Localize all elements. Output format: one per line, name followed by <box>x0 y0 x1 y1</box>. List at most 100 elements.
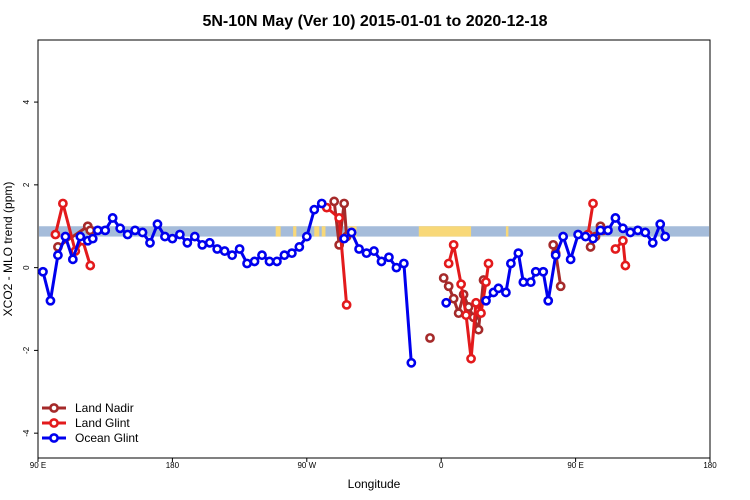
ocean-glint-point <box>640 227 651 238</box>
x-tick-label-5: 180 <box>703 461 717 470</box>
ocean-glint-point <box>361 248 372 259</box>
ocean-glint-point <box>286 248 297 259</box>
land-band-segment-6 <box>505 226 509 237</box>
ocean-glint-point <box>212 244 223 254</box>
legend-label-land-glint: Land Glint <box>75 416 130 430</box>
ocean-glint-point <box>257 250 267 261</box>
series-layer <box>38 196 671 368</box>
ocean-glint-point <box>655 219 666 230</box>
land-glint-line-3 <box>586 203 595 235</box>
ocean-glint-point <box>272 256 282 267</box>
land-glint-point <box>481 277 491 288</box>
ocean-glint-point <box>234 244 245 254</box>
ocean-glint-point <box>376 256 387 267</box>
y-tick-label-1: -2 <box>22 346 31 354</box>
ocean-glint-point <box>92 225 103 236</box>
land-nadir-point <box>555 281 566 292</box>
ocean-glint-point <box>346 227 357 238</box>
ocean-glint-point <box>242 258 252 269</box>
y-tick-label-4: 4 <box>22 99 31 104</box>
ocean-glint-point <box>384 252 394 263</box>
y-tick-label-0: -4 <box>22 429 31 437</box>
ocean-band <box>39 226 709 237</box>
legend-marker-land-glint <box>49 418 59 428</box>
land-band-segment-0 <box>275 226 281 237</box>
ocean-glint-point <box>279 250 290 261</box>
ocean-glint-point <box>122 229 133 240</box>
ocean-glint-point <box>339 233 350 244</box>
land-glint-point <box>617 235 628 246</box>
ocean-glint-point <box>227 250 238 261</box>
ocean-glint-point <box>60 231 71 242</box>
ocean-glint-point <box>67 254 78 265</box>
land-band-segment-2 <box>314 226 320 237</box>
land-nadir-point <box>425 333 435 343</box>
land-glint-point <box>448 239 459 250</box>
x-axis-label: Longitude <box>348 477 401 491</box>
ocean-glint-point <box>565 254 576 265</box>
x-tick-label-3: 0 <box>439 461 444 470</box>
ocean-glint-point <box>550 250 561 261</box>
y-tick-label-2: 0 <box>22 265 31 270</box>
land-glint-point <box>466 353 476 364</box>
y-tick-label-3: 2 <box>22 182 31 187</box>
land-band-segment-5 <box>418 226 472 237</box>
ocean-glint-point <box>75 231 86 242</box>
ocean-glint-point <box>309 204 320 215</box>
land-nadir-point <box>448 293 459 304</box>
x-tick-label-0: 90 E <box>30 461 46 470</box>
ocean-glint-point <box>174 229 185 240</box>
ocean-glint-point <box>558 231 569 242</box>
land-glint-point <box>588 198 598 209</box>
land-glint-point <box>341 299 352 310</box>
ocean-glint-point <box>316 198 327 209</box>
ocean-glint-point <box>501 287 511 298</box>
ocean-glint-point <box>115 223 126 234</box>
ocean-glint-point <box>152 219 163 230</box>
ocean-glint-point <box>264 256 275 267</box>
land-nadir-line-1 <box>332 201 349 247</box>
land-nadir-point <box>329 196 340 207</box>
ocean-glint-point <box>538 266 549 277</box>
ocean-glint-point <box>219 246 230 256</box>
land-glint-point <box>620 260 631 271</box>
land-band-segment-1 <box>293 226 297 237</box>
ocean-glint-point <box>588 233 598 244</box>
ocean-glint-point <box>137 227 148 238</box>
ocean-glint-point <box>145 237 155 248</box>
ocean-glint-point <box>45 295 56 306</box>
x-tick-label-2: 90 W <box>297 461 316 470</box>
ocean-glint-point <box>391 262 402 273</box>
ocean-glint-point <box>53 250 63 261</box>
ocean-glint-point <box>513 248 524 259</box>
ocean-glint-point <box>525 277 536 288</box>
ocean-glint-point <box>160 231 170 242</box>
land-glint-point <box>461 310 471 321</box>
ocean-glint-point <box>580 231 591 242</box>
ocean-glint-point <box>530 266 541 277</box>
x-tick-label-4: 90 E <box>567 461 583 470</box>
land-glint-point <box>456 279 467 290</box>
land-glint-point <box>50 229 61 240</box>
land-nadir-point <box>85 225 96 236</box>
land-glint-point <box>471 297 481 308</box>
ocean-glint-point <box>301 231 312 242</box>
axes: 90 E 180 90 W 0 90 E 180 -4 -2 0 2 4 <box>22 99 717 470</box>
ocean-glint-point <box>182 237 193 248</box>
land-glint-point <box>610 244 621 254</box>
ocean-glint-point <box>130 225 140 236</box>
ocean-glint-point <box>406 357 417 368</box>
ocean-glint-point <box>505 258 516 269</box>
ocean-glint-point <box>107 213 118 223</box>
ocean-glint-point <box>617 223 628 234</box>
legend-marker-land-nadir <box>49 403 59 413</box>
land-nadir-point <box>443 281 454 292</box>
land-glint-point <box>57 198 68 209</box>
land-glint-point <box>85 260 96 271</box>
land-glint-point <box>483 258 494 269</box>
legend-label-ocean-glint: Ocean Glint <box>75 431 139 445</box>
ocean-glint-point <box>249 256 260 267</box>
ocean-glint-point <box>294 242 305 252</box>
